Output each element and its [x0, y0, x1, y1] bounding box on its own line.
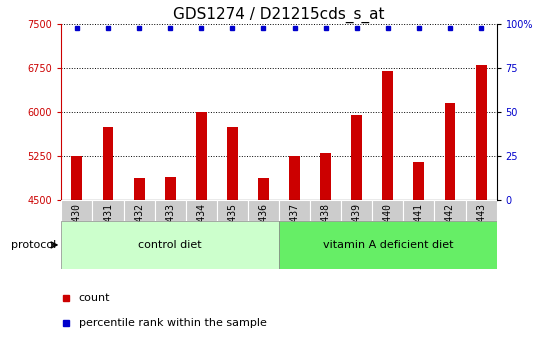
Bar	[372, 200, 403, 221]
Text: count: count	[79, 293, 110, 303]
Bar	[217, 200, 248, 221]
Text: GSM27434: GSM27434	[196, 203, 206, 250]
Bar	[279, 200, 310, 221]
Bar	[186, 200, 217, 221]
Text: GSM27435: GSM27435	[227, 203, 237, 250]
Bar	[61, 221, 279, 269]
Text: GSM27440: GSM27440	[383, 203, 393, 250]
Bar	[227, 127, 238, 200]
Bar	[413, 162, 424, 200]
Bar	[93, 200, 123, 221]
Bar	[310, 200, 341, 221]
Bar	[445, 104, 455, 200]
Bar	[165, 177, 176, 200]
Bar	[248, 200, 279, 221]
Title: GDS1274 / D21215cds_s_at: GDS1274 / D21215cds_s_at	[173, 7, 385, 23]
Bar	[435, 200, 465, 221]
Bar	[61, 200, 93, 221]
Text: GSM27437: GSM27437	[290, 203, 300, 250]
Bar	[382, 71, 393, 200]
Text: percentile rank within the sample: percentile rank within the sample	[79, 318, 267, 328]
Bar	[134, 178, 145, 200]
Bar	[475, 65, 487, 200]
Text: GSM27438: GSM27438	[321, 203, 331, 250]
Text: GSM27436: GSM27436	[258, 203, 268, 250]
Text: protocol: protocol	[11, 240, 56, 250]
Bar	[465, 200, 497, 221]
Bar	[258, 178, 269, 200]
Text: vitamin A deficient diet: vitamin A deficient diet	[323, 240, 453, 250]
Bar	[279, 221, 497, 269]
Text: GSM27441: GSM27441	[414, 203, 424, 250]
Bar	[196, 112, 206, 200]
Bar	[123, 200, 155, 221]
Bar	[403, 200, 435, 221]
Bar	[352, 115, 362, 200]
Text: control diet: control diet	[138, 240, 202, 250]
Bar	[103, 127, 113, 200]
Text: GSM27431: GSM27431	[103, 203, 113, 250]
Text: GSM27442: GSM27442	[445, 203, 455, 250]
Bar	[320, 153, 331, 200]
Text: GSM27432: GSM27432	[134, 203, 144, 250]
Bar	[289, 156, 300, 200]
Text: GSM27430: GSM27430	[72, 203, 82, 250]
Bar	[341, 200, 372, 221]
Text: GSM27443: GSM27443	[476, 203, 486, 250]
Bar	[155, 200, 186, 221]
Text: GSM27439: GSM27439	[352, 203, 362, 250]
Text: GSM27433: GSM27433	[165, 203, 175, 250]
Bar	[71, 156, 83, 200]
